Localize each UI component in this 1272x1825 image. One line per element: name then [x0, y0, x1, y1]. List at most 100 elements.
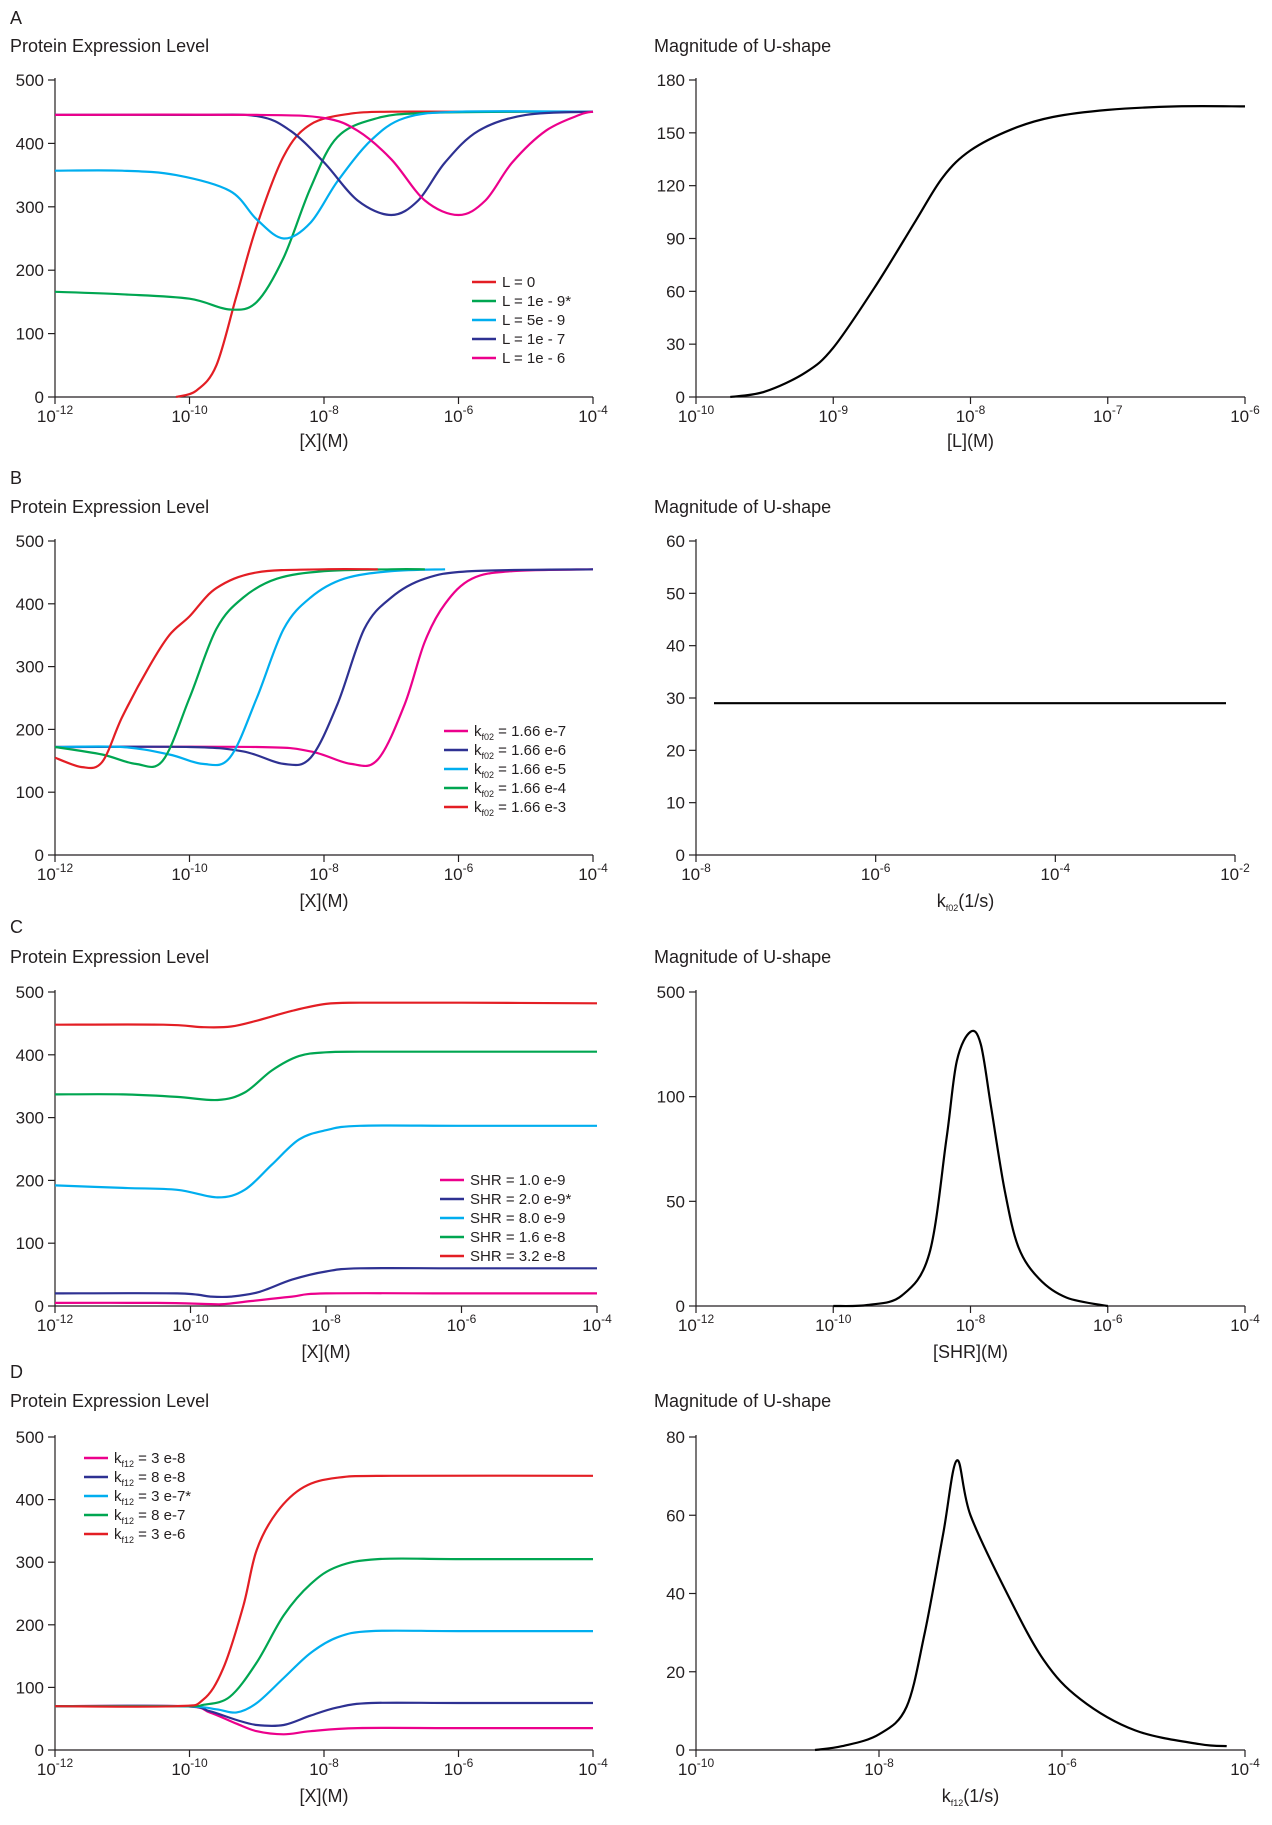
legend-entry: L = 1e - 7 [502, 331, 565, 348]
y-tick-label: 100 [16, 783, 44, 802]
series-line [54, 110, 594, 240]
y-tick-label: 400 [16, 1046, 44, 1065]
legend-entry: L = 1e - 6 [502, 350, 565, 367]
x-axis-label: [X](M) [300, 431, 349, 451]
x-axis-label: [X](M) [300, 1786, 349, 1806]
x-tick-label: 10-8 [311, 1312, 341, 1335]
y-tick-label: 0 [676, 846, 685, 865]
chart-b-ushape: Magnitude of U-shape 0 10 20 30 40 50 60 10-8 10-… [654, 497, 1250, 913]
x-tick-label: 10-12 [37, 1312, 74, 1335]
chart-title: Protein Expression Level [10, 497, 209, 517]
series-line [175, 110, 593, 399]
series-line [54, 1557, 593, 1708]
y-tick-label: 100 [16, 325, 44, 344]
legend-entry: kf12 = 8 e-7 [114, 1507, 185, 1526]
y-tick-label: 40 [666, 637, 685, 656]
y-tick-label: 300 [16, 198, 44, 217]
y-tick-label: 150 [657, 124, 685, 143]
x-tick-label: 10-10 [172, 1312, 209, 1335]
legend-entry: kf02 = 1.66 e-5 [474, 761, 566, 780]
chart-title: Magnitude of U-shape [654, 497, 831, 517]
y-tick-label: 20 [666, 741, 685, 760]
x-tick-label: 10-10 [678, 1756, 715, 1779]
x-tick-label: 10-4 [1230, 1312, 1260, 1335]
series-line [54, 1292, 597, 1306]
series-line [54, 1474, 594, 1708]
x-axis-label: [X](M) [302, 1342, 351, 1362]
x-tick-label: 10-12 [678, 1312, 715, 1335]
series-line [54, 1629, 593, 1714]
x-tick-label: 10-6 [444, 1756, 474, 1779]
x-tick-label: 10-9 [818, 403, 848, 426]
legend-entry: SHR = 1.6 e-8 [470, 1229, 565, 1246]
x-tick-label: 10-8 [864, 1756, 894, 1779]
chart-title: Magnitude of U-shape [654, 1391, 831, 1411]
y-tick-label: 30 [666, 689, 685, 708]
y-tick-label: 60 [666, 1506, 685, 1525]
x-tick-label: 10-8 [309, 403, 339, 426]
series-line [54, 1001, 598, 1029]
series-line [54, 1266, 597, 1299]
y-tick-label: 20 [666, 1663, 685, 1682]
series-line [833, 1029, 1109, 1308]
chart-a-ushape: Magnitude of U-shape 0 30 60 90 120 150 180 10-1… [654, 36, 1260, 451]
y-tick-label: 300 [16, 658, 44, 677]
y-tick-label: 400 [16, 595, 44, 614]
legend-entry: SHR = 1.0 e-9 [470, 1172, 565, 1189]
y-tick-label: 60 [666, 282, 685, 301]
x-tick-label: 10-4 [578, 1756, 608, 1779]
legend-entry: SHR = 3.2 e-8 [470, 1248, 565, 1265]
x-tick-label: 10-8 [956, 403, 986, 426]
y-tick-label: 200 [16, 1616, 44, 1635]
legend-entry: kf02 = 1.66 e-7 [474, 723, 566, 742]
x-tick-label: 10-8 [309, 861, 339, 884]
y-tick-label: 500 [16, 532, 44, 551]
y-tick-label: 200 [16, 720, 44, 739]
chart-title: Protein Expression Level [10, 947, 209, 967]
chart-a-expression: A Protein Expression Level 0 100 200 300 400 50… [10, 8, 608, 451]
y-tick-label: 500 [16, 71, 44, 90]
x-tick-label: 10-6 [1093, 1312, 1123, 1335]
x-tick-label: 10-4 [582, 1312, 612, 1335]
x-tick-label: 10-6 [861, 861, 891, 884]
chart-title: Magnitude of U-shape [654, 36, 831, 56]
legend-entry: SHR = 8.0 e-9 [470, 1210, 565, 1227]
legend-entry: SHR = 2.0 e-9* [470, 1191, 571, 1208]
x-tick-label: 10-8 [309, 1756, 339, 1779]
y-tick-label: 90 [666, 230, 685, 249]
y-tick-label: 300 [16, 1109, 44, 1128]
y-tick-label: 40 [666, 1585, 685, 1604]
x-tick-label: 10-2 [1220, 861, 1250, 884]
chart-c-ushape: Magnitude of U-shape 0 50 100 500 10-12 10-10 1… [654, 947, 1260, 1362]
y-tick-label: 400 [16, 134, 44, 153]
series-line [54, 568, 594, 767]
x-tick-label: 10-12 [37, 861, 74, 884]
legend-entry: kf02 = 1.66 e-4 [474, 780, 566, 799]
series-line [814, 1459, 1227, 1752]
legend-entry: kf12 = 8 e-8 [114, 1469, 185, 1488]
y-tick-label: 0 [676, 1297, 685, 1316]
x-axis-label: kf02(1/s) [937, 891, 995, 913]
y-tick-label: 200 [16, 1171, 44, 1190]
x-axis-label: kf12(1/s) [942, 1786, 1000, 1808]
x-tick-label: 10-8 [956, 1312, 986, 1335]
x-axis-label: [L](M) [947, 431, 994, 451]
legend-entry: L = 5e - 9 [502, 312, 565, 329]
y-tick-label: 30 [666, 335, 685, 354]
chart-c-expression: C Protein Expression Level 0 100 200 300 400 50… [10, 917, 612, 1362]
y-tick-label: 100 [16, 1678, 44, 1697]
x-tick-label: 10-4 [1041, 861, 1071, 884]
x-tick-label: 10-4 [578, 403, 608, 426]
x-tick-label: 10-10 [171, 861, 208, 884]
panel-letter: A [10, 8, 22, 28]
y-tick-label: 50 [666, 1192, 685, 1211]
x-tick-label: 10-10 [171, 1756, 208, 1779]
series-line [54, 110, 594, 217]
chart-title: Magnitude of U-shape [654, 947, 831, 967]
legend: SHR = 1.0 e-9 SHR = 2.0 e-9* SHR = 8.0 e-9… [440, 1172, 571, 1265]
y-tick-label: 100 [657, 1088, 685, 1107]
x-tick-label: 10-4 [578, 861, 608, 884]
panel-letter: C [10, 917, 23, 937]
x-tick-label: 10-6 [1230, 403, 1260, 426]
